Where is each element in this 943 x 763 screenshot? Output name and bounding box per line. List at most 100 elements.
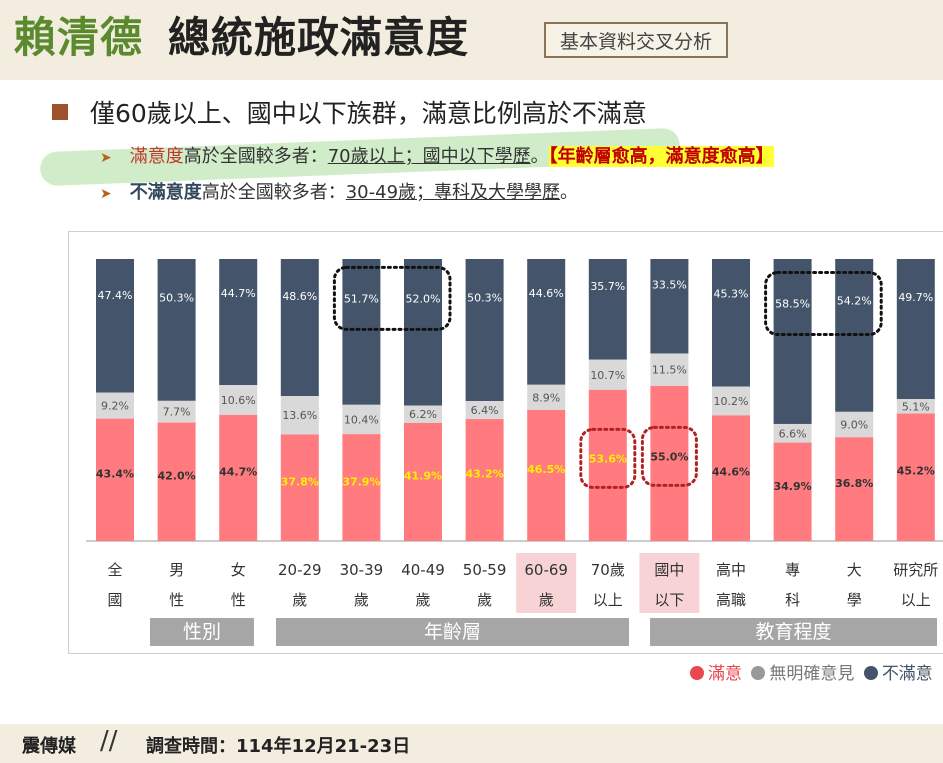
legend-dot-icon bbox=[751, 666, 766, 680]
bar-neutral bbox=[96, 392, 134, 419]
label-dissatisfied: 54.2% bbox=[837, 294, 872, 307]
bar-satisfied bbox=[219, 414, 258, 541]
bar-neutral bbox=[650, 353, 689, 386]
label-satisfied: 45.2% bbox=[897, 465, 935, 478]
label-satisfied: 42.0% bbox=[158, 469, 196, 482]
category-label: 性 bbox=[169, 591, 184, 609]
label-satisfied: 46.5% bbox=[527, 463, 565, 476]
category-label: 30-39 bbox=[340, 561, 384, 579]
chart-frame bbox=[68, 231, 943, 654]
dotted-box-70plus-satisfied bbox=[579, 427, 637, 489]
bar-satisfied bbox=[342, 434, 381, 541]
main-bullet-text: 僅60歲以上、國中以下族群，滿意比例高於不滿意 bbox=[90, 99, 647, 128]
bar-satisfied bbox=[527, 409, 566, 541]
group-label-gender: 性別 bbox=[150, 618, 254, 646]
category-label: 20-29 bbox=[278, 561, 322, 579]
category-label: 專 bbox=[785, 561, 800, 579]
label-neutral: 6.4% bbox=[471, 404, 499, 417]
brand-name: 震傳媒 bbox=[22, 736, 76, 757]
label-neutral: 6.6% bbox=[779, 427, 807, 440]
label-dissatisfied: 35.7% bbox=[590, 280, 625, 293]
dotted-box-30-49-dissatisfied bbox=[332, 265, 452, 331]
square-bullet-icon bbox=[52, 104, 68, 120]
bar-satisfied bbox=[896, 413, 935, 541]
label-neutral: 8.9% bbox=[532, 391, 560, 404]
label-satisfied: 53.6% bbox=[589, 452, 627, 465]
bar-neutral bbox=[157, 400, 196, 423]
bar-dissatisfied bbox=[157, 259, 196, 401]
label-dissatisfied: 49.7% bbox=[898, 291, 933, 304]
category-label: 國 bbox=[107, 591, 122, 609]
title-name: 賴清德 bbox=[14, 13, 144, 62]
bar-neutral bbox=[219, 385, 258, 415]
chart-legend: 滿意 無明確意見 不滿意 bbox=[690, 659, 937, 684]
bar-neutral bbox=[280, 396, 319, 435]
label-dissatisfied: 50.3% bbox=[159, 291, 194, 304]
category-label: 歲 bbox=[354, 591, 369, 609]
bar-satisfied bbox=[773, 442, 812, 541]
category-label: 性 bbox=[231, 591, 246, 609]
sub-text: 高於全國較多者： bbox=[201, 182, 346, 203]
category-label: 國中 bbox=[654, 561, 684, 579]
emphasis-text: 【年齡層愈高，滿意度愈高】 bbox=[548, 146, 774, 167]
bar-satisfied bbox=[588, 389, 627, 541]
label-neutral: 10.6% bbox=[221, 394, 256, 407]
label-satisfied: 43.4% bbox=[96, 467, 134, 480]
label-dissatisfied: 50.3% bbox=[467, 291, 502, 304]
label-neutral: 7.7% bbox=[163, 406, 191, 419]
label-neutral: 11.5% bbox=[652, 364, 687, 377]
bar-neutral bbox=[773, 423, 812, 443]
bar-dissatisfied bbox=[96, 259, 134, 393]
label-dissatisfied: 58.5% bbox=[775, 298, 810, 311]
label-neutral: 13.6% bbox=[282, 409, 317, 422]
category-label: 50-59 bbox=[463, 561, 507, 579]
category-label: 高職 bbox=[716, 591, 746, 609]
legend-item-neutral: 無明確意見 bbox=[751, 664, 854, 684]
survey-date: 調查時間：114年12月21-23日 bbox=[146, 736, 411, 757]
label-satisfied: 37.9% bbox=[342, 475, 380, 488]
label-satisfied: 44.7% bbox=[219, 465, 257, 478]
keyword-dissatisfied: 不滿意度 bbox=[129, 182, 202, 203]
label-neutral: 6.2% bbox=[409, 408, 437, 421]
category-label: 以下 bbox=[654, 591, 684, 609]
bar-dissatisfied bbox=[219, 259, 258, 386]
arrow-bullet-icon: ➤ bbox=[100, 186, 112, 202]
legend-dot-icon bbox=[690, 666, 704, 680]
label-satisfied: 37.8% bbox=[281, 476, 319, 489]
category-label: 男 bbox=[169, 561, 184, 579]
bar-neutral bbox=[404, 405, 442, 423]
bar-satisfied bbox=[404, 422, 442, 541]
footer-bar: 震傳媒 // 調查時間：114年12月21-23日 bbox=[0, 724, 943, 763]
sub-bullet-dissatisfied: ➤ 不滿意度高於全國較多者：30-49歲；專科及大學學歷。 bbox=[100, 178, 578, 204]
label-neutral: 10.7% bbox=[590, 369, 625, 382]
sub-period: 。 bbox=[530, 146, 549, 167]
label-neutral: 10.4% bbox=[344, 413, 379, 426]
bar-neutral bbox=[588, 359, 627, 390]
category-label: 歲 bbox=[292, 591, 307, 609]
legend-item-satisfied: 滿意 bbox=[690, 664, 742, 684]
label-satisfied: 36.8% bbox=[835, 477, 873, 490]
legend-item-dissatisfied: 不滿意 bbox=[863, 664, 933, 684]
category-label: 歲 bbox=[415, 591, 430, 609]
label-satisfied: 41.9% bbox=[404, 470, 442, 483]
dotted-box-college-dissatisfied bbox=[764, 271, 883, 337]
legend-dot-icon bbox=[863, 666, 878, 680]
sub-text: 高於全國較多者： bbox=[183, 146, 328, 167]
bar-dissatisfied bbox=[773, 259, 812, 424]
bar-neutral bbox=[712, 386, 750, 416]
bar-neutral bbox=[342, 404, 381, 435]
bar-satisfied bbox=[650, 385, 689, 541]
bar-neutral bbox=[896, 399, 935, 414]
arrow-bullet-icon: ➤ bbox=[100, 150, 112, 166]
bar-dissatisfied bbox=[280, 259, 319, 397]
label-dissatisfied: 44.7% bbox=[221, 287, 256, 300]
main-bullet: 僅60歲以上、國中以下族群，滿意比例高於不滿意 bbox=[52, 94, 647, 130]
legend-label: 無明確意見 bbox=[769, 664, 855, 684]
label-satisfied: 55.0% bbox=[650, 450, 688, 463]
bar-dissatisfied bbox=[527, 259, 566, 385]
sub-bullet-satisfied: ➤ 滿意度高於全國較多者：70歲以上；國中以下學歷。【年齡層愈高，滿意度愈高】 bbox=[100, 142, 774, 168]
label-neutral: 9.0% bbox=[840, 419, 868, 432]
category-highlight bbox=[639, 553, 700, 613]
bar-dissatisfied bbox=[465, 259, 504, 401]
